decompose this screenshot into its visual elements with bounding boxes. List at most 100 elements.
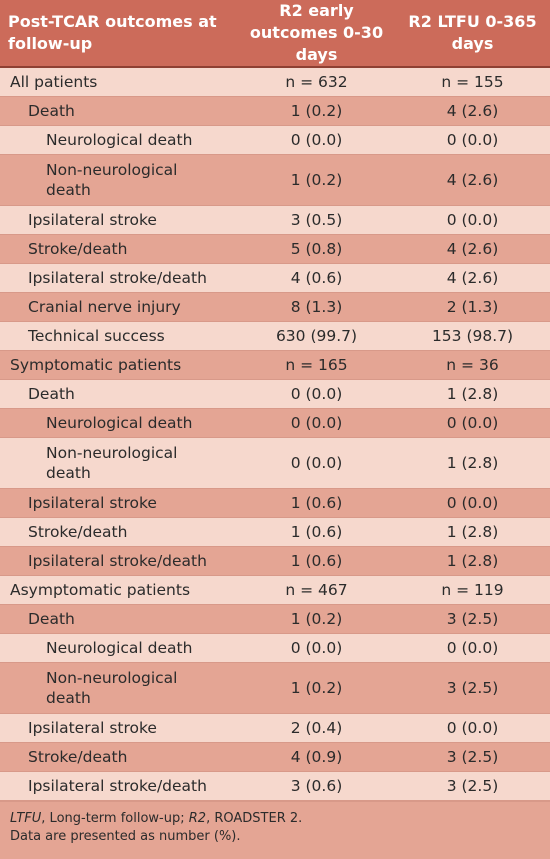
early-value: 4 (0.9) xyxy=(238,742,395,772)
ltfu-value: n = 36 xyxy=(395,350,550,380)
row-label: Neurological death xyxy=(0,633,238,663)
early-value: 8 (1.3) xyxy=(238,292,395,322)
header-outcomes: Post-TCAR outcomes at follow-up xyxy=(0,0,238,68)
ltfu-value: 0 (0.0) xyxy=(395,713,550,743)
table-footnote: LTFU, Long-term follow-up; R2, ROADSTER … xyxy=(0,801,550,859)
table-row: All patients n = 632 n = 155 xyxy=(0,67,550,97)
table-row: Death 1 (0.2) 4 (2.6) xyxy=(0,96,550,126)
def-r2: , ROADSTER 2. xyxy=(206,811,303,826)
abbr-ltfu: LTFU xyxy=(10,811,42,826)
table-row: Technical success 630 (99.7) 153 (98.7) xyxy=(0,321,550,351)
ltfu-value: 0 (0.0) xyxy=(395,633,550,663)
table-row: Ipsilateral stroke 3 (0.5) 0 (0.0) xyxy=(0,205,550,235)
early-value: 0 (0.0) xyxy=(238,408,395,438)
early-value: 1 (0.2) xyxy=(238,662,395,714)
ltfu-value: 0 (0.0) xyxy=(395,125,550,155)
ltfu-value: 0 (0.0) xyxy=(395,205,550,235)
ltfu-value: 4 (2.6) xyxy=(395,263,550,293)
row-label: Cranial nerve injury xyxy=(0,292,238,322)
row-label: Neurological death xyxy=(0,408,238,438)
early-value: 0 (0.0) xyxy=(238,437,395,489)
row-label: Asymptomatic patients xyxy=(0,575,238,605)
early-value: 1 (0.6) xyxy=(238,488,395,518)
table-row: Ipsilateral stroke 2 (0.4) 0 (0.0) xyxy=(0,713,550,743)
ltfu-value: 153 (98.7) xyxy=(395,321,550,351)
ltfu-value: 1 (2.8) xyxy=(395,546,550,576)
table-row: Stroke/death 4 (0.9) 3 (2.5) xyxy=(0,742,550,772)
ltfu-value: 4 (2.6) xyxy=(395,234,550,264)
ltfu-value: 1 (2.8) xyxy=(395,517,550,547)
table-row: Non-neurological death 0 (0.0) 1 (2.8) xyxy=(0,437,550,489)
row-label: Ipsilateral stroke xyxy=(0,488,238,518)
early-value: 1 (0.2) xyxy=(238,154,395,206)
ltfu-value: 0 (0.0) xyxy=(395,408,550,438)
table-row: Neurological death 0 (0.0) 0 (0.0) xyxy=(0,125,550,155)
row-label: Ipsilateral stroke/death xyxy=(0,546,238,576)
early-value: 1 (0.6) xyxy=(238,517,395,547)
row-label: Symptomatic patients xyxy=(0,350,238,380)
row-label: Ipsilateral stroke/death xyxy=(0,771,238,801)
ltfu-value: 1 (2.8) xyxy=(395,379,550,409)
table-row: Death 0 (0.0) 1 (2.8) xyxy=(0,379,550,409)
ltfu-value: 4 (2.6) xyxy=(395,154,550,206)
outcomes-table: Post-TCAR outcomes at follow-up R2 early… xyxy=(0,0,550,801)
row-label: Non-neurological death xyxy=(0,662,238,714)
early-value: n = 632 xyxy=(238,67,395,97)
row-label: Non-neurological death xyxy=(0,437,238,489)
row-label: Death xyxy=(0,379,238,409)
ltfu-value: 1 (2.8) xyxy=(395,437,550,489)
table-row: Cranial nerve injury 8 (1.3) 2 (1.3) xyxy=(0,292,550,322)
ltfu-value: 3 (2.5) xyxy=(395,604,550,634)
table-row: Stroke/death 1 (0.6) 1 (2.8) xyxy=(0,517,550,547)
early-value: 3 (0.6) xyxy=(238,771,395,801)
table-row: Symptomatic patients n = 165 n = 36 xyxy=(0,350,550,380)
early-value: 1 (0.2) xyxy=(238,96,395,126)
row-label: Stroke/death xyxy=(0,234,238,264)
ltfu-value: 4 (2.6) xyxy=(395,96,550,126)
table-row: Death 1 (0.2) 3 (2.5) xyxy=(0,604,550,634)
header-early-outcomes: R2 early outcomes 0-30 days xyxy=(238,0,395,68)
early-value: 0 (0.0) xyxy=(238,633,395,663)
table-row: Ipsilateral stroke 1 (0.6) 0 (0.0) xyxy=(0,488,550,518)
footnote-abbreviations: LTFU, Long-term follow-up; R2, ROADSTER … xyxy=(10,810,540,828)
row-label: Death xyxy=(0,604,238,634)
table-row: Asymptomatic patients n = 467 n = 119 xyxy=(0,575,550,605)
row-label: Stroke/death xyxy=(0,517,238,547)
row-label: Neurological death xyxy=(0,125,238,155)
early-value: 5 (0.8) xyxy=(238,234,395,264)
table-row: Neurological death 0 (0.0) 0 (0.0) xyxy=(0,633,550,663)
table-row: Ipsilateral stroke/death 1 (0.6) 1 (2.8) xyxy=(0,546,550,576)
early-value: 0 (0.0) xyxy=(238,125,395,155)
def-ltfu: , Long-term follow-up; xyxy=(41,811,189,826)
table-row: Ipsilateral stroke/death 4 (0.6) 4 (2.6) xyxy=(0,263,550,293)
table-row: Neurological death 0 (0.0) 0 (0.0) xyxy=(0,408,550,438)
early-value: 0 (0.0) xyxy=(238,379,395,409)
abbr-r2: R2 xyxy=(188,811,207,826)
early-value: n = 467 xyxy=(238,575,395,605)
ltfu-value: 3 (2.5) xyxy=(395,771,550,801)
row-label: Death xyxy=(0,96,238,126)
footnote-data-note: Data are presented as number (%). xyxy=(10,829,241,844)
row-label: All patients xyxy=(0,67,238,97)
header-ltfu: R2 LTFU 0-365 days xyxy=(395,0,550,68)
row-label: Technical success xyxy=(0,321,238,351)
ltfu-value: n = 155 xyxy=(395,67,550,97)
early-value: 1 (0.2) xyxy=(238,604,395,634)
row-label: Non-neurological death xyxy=(0,154,238,206)
row-label: Ipsilateral stroke xyxy=(0,713,238,743)
ltfu-value: 0 (0.0) xyxy=(395,488,550,518)
row-label: Ipsilateral stroke xyxy=(0,205,238,235)
table-header-row: Post-TCAR outcomes at follow-up R2 early… xyxy=(0,0,550,68)
table-row: Non-neurological death 1 (0.2) 4 (2.6) xyxy=(0,154,550,206)
row-label: Stroke/death xyxy=(0,742,238,772)
ltfu-value: 2 (1.3) xyxy=(395,292,550,322)
table-row: Non-neurological death 1 (0.2) 3 (2.5) xyxy=(0,662,550,714)
ltfu-value: 3 (2.5) xyxy=(395,742,550,772)
row-label: Ipsilateral stroke/death xyxy=(0,263,238,293)
ltfu-value: n = 119 xyxy=(395,575,550,605)
early-value: 1 (0.6) xyxy=(238,546,395,576)
early-value: 630 (99.7) xyxy=(238,321,395,351)
early-value: n = 165 xyxy=(238,350,395,380)
ltfu-value: 3 (2.5) xyxy=(395,662,550,714)
table-row: Ipsilateral stroke/death 3 (0.6) 3 (2.5) xyxy=(0,771,550,801)
